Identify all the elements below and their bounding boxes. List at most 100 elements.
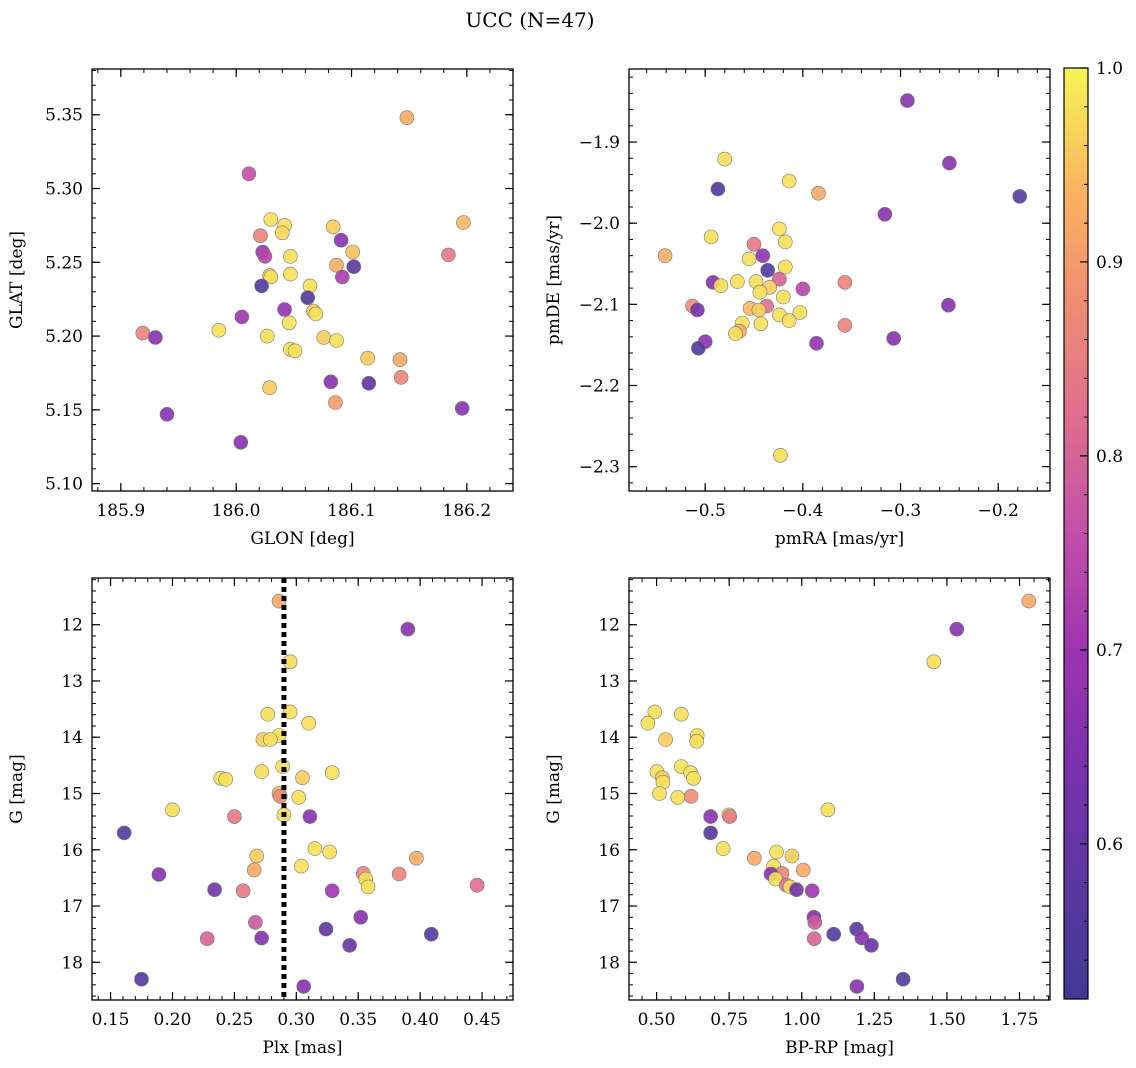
data-point (792, 305, 808, 320)
data-point (300, 290, 316, 306)
data-point (283, 266, 298, 282)
x-axis-label: BP-RP [mag] (785, 1038, 894, 1058)
y-tick-label: 15 (61, 785, 83, 805)
x-tick-label: 186.1 (327, 501, 376, 521)
y-axis-label: G [mag] (544, 754, 564, 823)
data-point (346, 259, 362, 275)
y-tick-label: 5.10 (45, 475, 83, 495)
data-point (760, 262, 776, 278)
data-point (690, 302, 705, 318)
data-point (755, 248, 771, 263)
data-point (263, 269, 279, 285)
scatter-points (640, 593, 1037, 994)
data-point (295, 770, 310, 786)
data-point (316, 330, 332, 345)
data-point (795, 862, 811, 878)
colorbar-tick-label: 0.7 (1096, 641, 1123, 661)
points-layer (640, 593, 1037, 994)
data-point (942, 155, 957, 171)
data-point (307, 841, 323, 856)
data-point (342, 938, 357, 953)
data-point (283, 249, 298, 264)
data-point (864, 938, 879, 953)
y-tick-label: 13 (598, 672, 620, 692)
data-point (151, 867, 167, 882)
data-point (135, 325, 151, 341)
data-point (199, 931, 215, 947)
y-tick-label: 5.20 (45, 327, 83, 347)
data-point (423, 926, 439, 942)
y-tick-label: 14 (598, 728, 620, 748)
scatter-points (116, 593, 485, 994)
x-axis-label: Plx [mas] (262, 1038, 342, 1058)
data-point (722, 809, 738, 824)
data-point (345, 244, 361, 260)
plot-frame (91, 68, 514, 492)
data-point (895, 971, 911, 987)
data-point (260, 706, 276, 722)
data-point (392, 352, 408, 368)
data-point (691, 340, 706, 356)
y-tick-label: 13 (61, 672, 83, 692)
y-tick-label: −2.3 (579, 458, 620, 478)
data-point (277, 302, 292, 317)
data-point (703, 229, 719, 245)
colorbar-tick-label: 0.8 (1096, 447, 1123, 467)
y-tick-label: 5.30 (45, 180, 83, 200)
x-tick-label: 0.40 (401, 1010, 439, 1030)
data-point (361, 375, 377, 391)
colorbar-ticks: 0.6 0.7 0.8 0.9 1.0 (1080, 59, 1123, 1000)
data-point (254, 764, 269, 779)
x-tick-label: 0.25 (215, 1010, 253, 1030)
y-tick-label: 5.25 (45, 253, 83, 273)
data-point (837, 275, 853, 290)
data-point (207, 882, 222, 898)
data-point (686, 770, 701, 786)
x-tick-label: 186.0 (212, 501, 261, 521)
points-layer (116, 593, 485, 994)
y-tick-label: 12 (598, 616, 620, 636)
data-point (324, 765, 340, 781)
figure-title: UCC (N=47) (465, 8, 594, 32)
data-point (752, 284, 768, 300)
data-point (837, 318, 853, 333)
data-point (241, 166, 257, 182)
data-point (282, 704, 298, 720)
x-tick-label: 0.20 (154, 1010, 192, 1030)
x-tick-label: 0.45 (463, 1010, 501, 1030)
data-point (849, 979, 865, 994)
y-axis-label: G [mag] (7, 754, 27, 823)
plot-frame (91, 577, 514, 1001)
data-point (777, 234, 793, 250)
data-point (301, 715, 317, 731)
data-point (811, 185, 826, 201)
data-point (263, 212, 279, 227)
data-point (926, 654, 942, 670)
data-point (789, 882, 804, 898)
data-point (772, 271, 787, 287)
axes: 185.9 186.0 186.1 186.2 5.10 5.15 5.20 5.25 5.30… (45, 68, 514, 521)
y-tick-label: 5.35 (45, 106, 83, 126)
data-point (746, 237, 762, 252)
y-tick-label: 17 (61, 897, 83, 917)
data-point (233, 434, 249, 450)
data-point (795, 281, 811, 297)
y-tick-label: 5.15 (45, 401, 83, 421)
x-tick-label: 1.00 (783, 1010, 821, 1030)
data-point (454, 401, 470, 416)
data-point (325, 219, 341, 235)
colorbar-tick-label: 0.6 (1096, 835, 1123, 855)
y-tick-label: 17 (598, 897, 620, 917)
data-point (409, 850, 424, 866)
data-point (657, 248, 673, 263)
data-point (274, 225, 290, 241)
data-point (262, 380, 277, 396)
x-tick-label: 0.15 (92, 1010, 130, 1030)
data-point (807, 915, 823, 930)
data-point (900, 93, 915, 108)
scatter-points (135, 110, 471, 450)
x-tick-label: −0.2 (978, 501, 1019, 521)
data-point (333, 232, 349, 248)
data-point (234, 309, 250, 325)
